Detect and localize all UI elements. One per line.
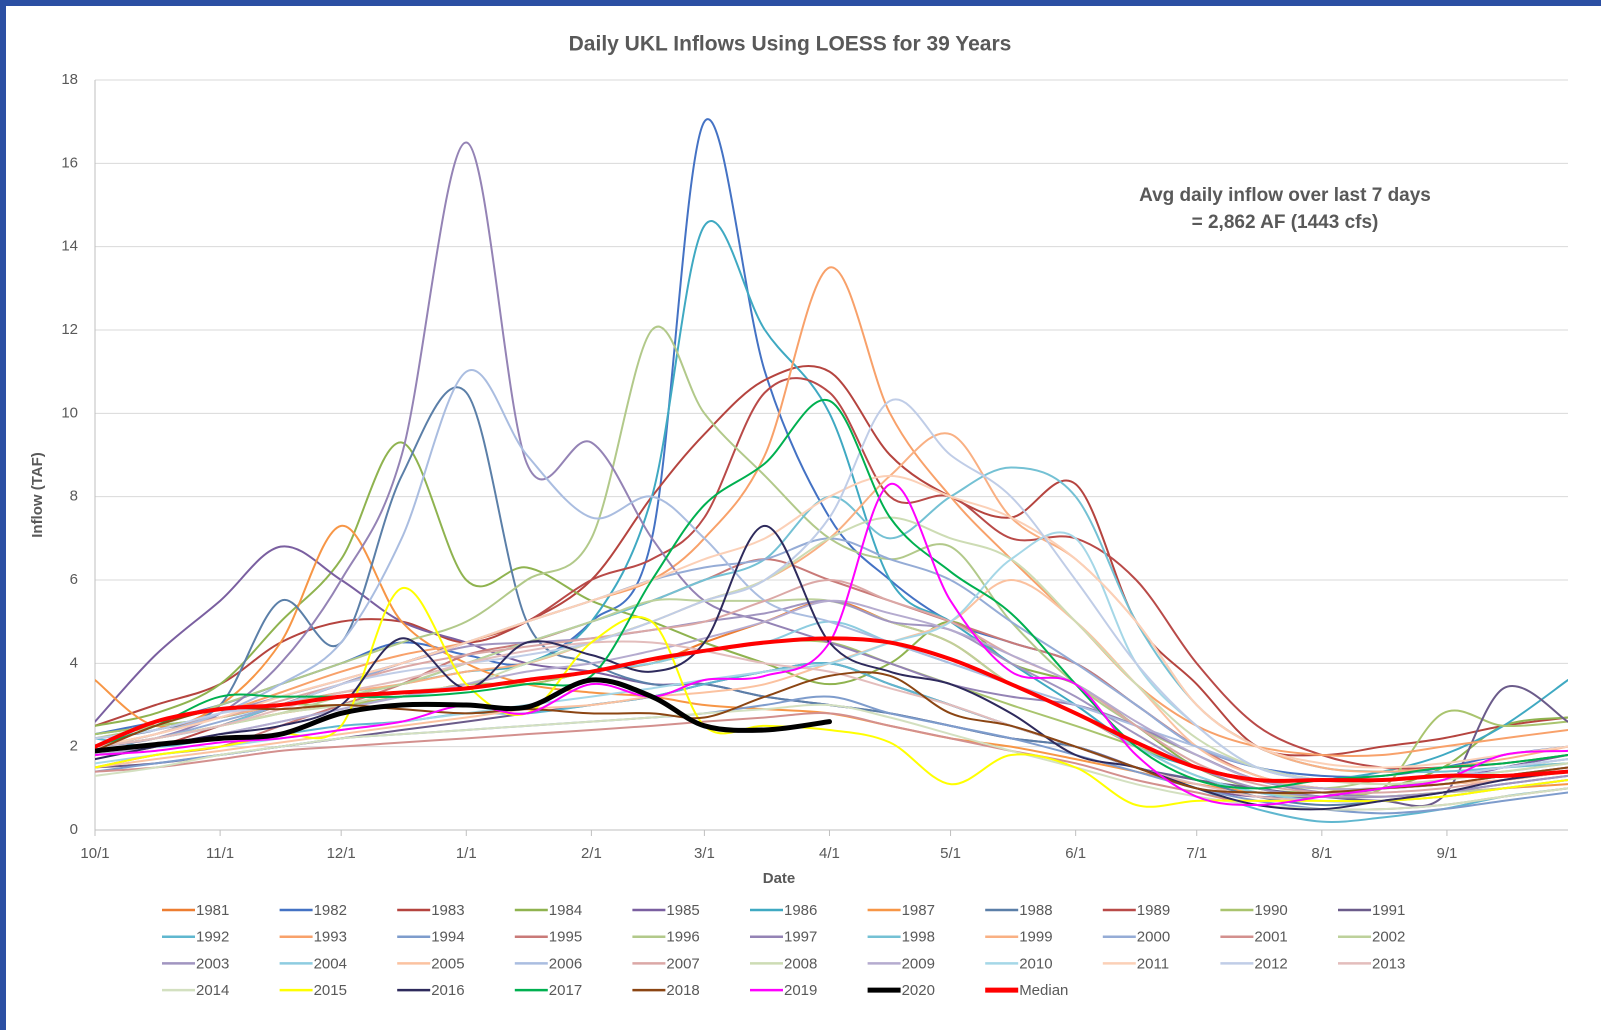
x-tick-label: 8/1 <box>1311 845 1332 862</box>
legend-label: 2010 <box>1019 955 1052 972</box>
annotation: Avg daily inflow over last 7 days <box>1139 185 1431 206</box>
frame-top <box>0 0 1601 6</box>
series-line <box>95 266 1568 758</box>
legend-label: 2008 <box>784 955 817 972</box>
x-tick-label: 12/1 <box>327 845 356 862</box>
legend-label: 1987 <box>902 902 935 919</box>
plot-area <box>95 118 1568 823</box>
legend-label: 2012 <box>1254 955 1287 972</box>
x-tick-label: 5/1 <box>940 845 961 862</box>
y-tick-label: 4 <box>70 654 78 671</box>
x-tick-label: 4/1 <box>819 845 840 862</box>
legend-label: 1991 <box>1372 902 1405 919</box>
series-line <box>95 474 1568 769</box>
series-line <box>95 599 1568 791</box>
series-line <box>95 537 1568 783</box>
series-line <box>95 636 1568 783</box>
chart-title: Daily UKL Inflows Using LOESS for 39 Yea… <box>569 33 1012 56</box>
annotation: = 2,862 AF (1443 cfs) <box>1192 212 1379 233</box>
legend-label: 2009 <box>902 955 935 972</box>
legend-label: 2007 <box>666 955 699 972</box>
legend-label: 1983 <box>431 902 464 919</box>
legend-label: 2002 <box>1372 929 1405 946</box>
legend-label: 2005 <box>431 955 464 972</box>
legend-label: 2013 <box>1372 955 1405 972</box>
legend-label: 1994 <box>431 929 464 946</box>
legend-label: 1995 <box>549 929 582 946</box>
legend-label: Median <box>1019 982 1068 999</box>
y-tick-label: 10 <box>61 404 78 421</box>
series-line <box>95 325 1568 790</box>
y-tick-label: 18 <box>61 71 78 88</box>
legend-label: 1984 <box>549 902 582 919</box>
x-tick-label: 7/1 <box>1186 845 1207 862</box>
legend-label: 2020 <box>902 982 935 999</box>
legend-label: 1999 <box>1019 929 1052 946</box>
grid: 0 2 4 6 8 10 12 14 16 18 10/1 11/1 12/1 1/1 2/1 3/1 4/1 5… <box>61 71 1568 862</box>
y-tick-label: 0 <box>70 821 78 838</box>
legend-label: 2015 <box>314 982 347 999</box>
series-line <box>95 671 1568 795</box>
series-line <box>95 620 1568 803</box>
legend-label: 2000 <box>1137 929 1170 946</box>
y-tick-label: 6 <box>70 571 78 588</box>
y-tick-label: 2 <box>70 738 78 755</box>
x-tick-label: 11/1 <box>206 845 234 862</box>
legend-label: 2004 <box>314 955 347 972</box>
x-tick-label: 10/1 <box>80 845 109 862</box>
legend-label: 1993 <box>314 929 347 946</box>
series-line <box>95 483 1568 806</box>
x-tick-label: 2/1 <box>581 845 602 862</box>
y-axis-label: Inflow (TAF) <box>29 452 46 538</box>
legend-label: 1985 <box>666 902 699 919</box>
x-axis-label: Date <box>763 870 796 887</box>
legend: 1981 1982 1983 1984 1985 1986 1987 1988 1989 1990… <box>162 902 1405 999</box>
y-tick-label: 16 <box>61 154 78 171</box>
frame-left <box>0 0 6 1030</box>
legend-label: 2019 <box>784 982 817 999</box>
legend-label: 1990 <box>1254 902 1287 919</box>
series-line <box>95 377 1568 770</box>
y-tick-label: 12 <box>61 321 78 338</box>
y-tick-label: 8 <box>70 488 78 505</box>
legend-label: 1981 <box>196 902 229 919</box>
x-tick-label: 6/1 <box>1065 845 1086 862</box>
legend-label: 1982 <box>314 902 347 919</box>
legend-label: 1998 <box>902 929 935 946</box>
legend-label: 2017 <box>549 982 582 999</box>
legend-label: 2014 <box>196 982 229 999</box>
legend-label: 2006 <box>549 955 582 972</box>
series-line <box>95 364 1568 757</box>
legend-label: 1988 <box>1019 902 1052 919</box>
legend-label: 2001 <box>1254 929 1287 946</box>
series-line <box>95 558 1568 791</box>
legend-label: 1992 <box>196 929 229 946</box>
legend-label: 1986 <box>784 902 817 919</box>
x-tick-label: 3/1 <box>694 845 715 862</box>
legend-label: 1997 <box>784 929 817 946</box>
legend-label: 1996 <box>666 929 699 946</box>
legend-label: 2011 <box>1137 955 1169 972</box>
series-line <box>95 531 1568 783</box>
series-line <box>95 398 1568 783</box>
y-tick-label: 14 <box>61 238 78 255</box>
series-line <box>95 677 832 754</box>
x-tick-label: 1/1 <box>456 845 477 862</box>
series-line <box>95 386 1568 807</box>
legend-label: 2016 <box>431 982 464 999</box>
legend-label: 2018 <box>666 982 699 999</box>
legend-label: 2003 <box>196 955 229 972</box>
series-line <box>95 516 1568 786</box>
x-tick-label: 9/1 <box>1437 845 1458 862</box>
legend-label: 1989 <box>1137 902 1170 919</box>
